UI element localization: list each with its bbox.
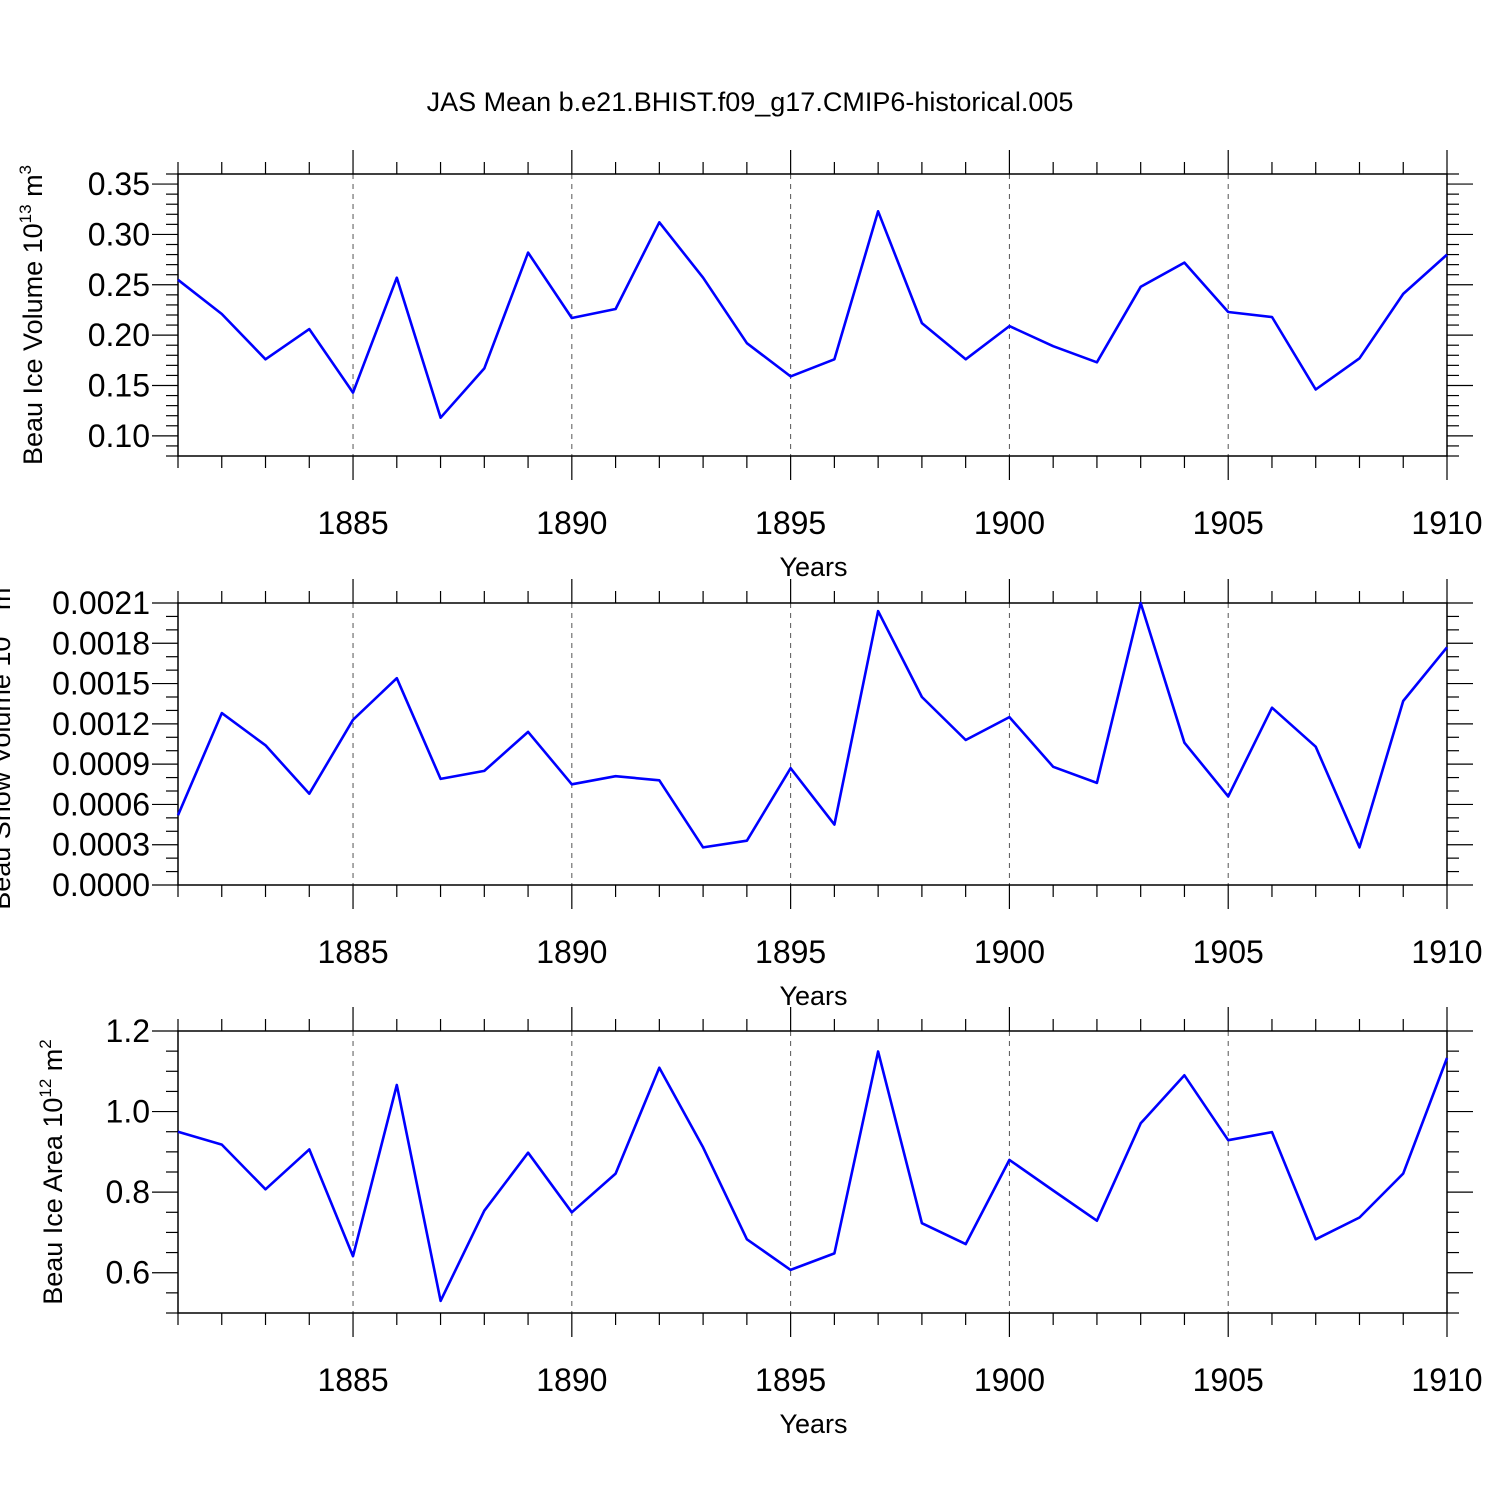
x-tick-label: 1910 (1411, 505, 1482, 541)
y-axis-title: Beau Ice Area 1012 m2 (36, 1039, 68, 1305)
x-tick-label: 1895 (755, 934, 826, 970)
x-tick-label: 1890 (536, 934, 607, 970)
x-tick-label: 1900 (974, 1362, 1045, 1398)
x-tick-label: 1900 (974, 505, 1045, 541)
y-axis-title-exponent: 13 (0, 618, 3, 637)
plot-frame (177, 1030, 1448, 1314)
x-tick-label: 1905 (1193, 505, 1264, 541)
y-axis-title-text: Beau Ice Area 10 (38, 1098, 68, 1305)
x-tick-label: 1885 (317, 1362, 388, 1398)
x-tick-label: 1910 (1411, 1362, 1482, 1398)
y-axis-title-exponent: 13 (16, 204, 35, 223)
y-axis-title-unit: m (0, 588, 16, 618)
figure-title: JAS Mean b.e21.BHIST.f09_g17.CMIP6-histo… (427, 87, 1074, 117)
y-tick-label: 0.10 (88, 418, 150, 454)
y-tick-label: 0.20 (88, 317, 150, 353)
y-tick-label: 0.35 (88, 166, 150, 202)
y-tick-label: 0.0015 (52, 666, 150, 702)
x-tick-label: 1900 (974, 934, 1045, 970)
x-axis-title: Years (779, 552, 847, 582)
series-line (177, 210, 1448, 420)
x-tick-label: 1885 (317, 505, 388, 541)
x-tick-label: 1890 (536, 505, 607, 541)
plot-frame (177, 602, 1448, 886)
x-axis-title: Years (779, 1409, 847, 1439)
y-tick-label: 0.0009 (52, 746, 150, 782)
x-tick-label: 1905 (1193, 1362, 1264, 1398)
x-tick-label: 1895 (755, 1362, 826, 1398)
y-axis-title: Beau Ice Volume 1013 m3 (16, 165, 48, 465)
x-tick-label: 1910 (1411, 934, 1482, 970)
y-tick-label: 0.25 (88, 267, 150, 303)
chart-panel-2: 1885 1890 1895 1900 1905 1910 0.0000 0.0003 0.00… (0, 578, 1483, 1011)
y-tick-label: 0.0006 (52, 786, 150, 822)
y-tick-label: 0.15 (88, 368, 150, 404)
panels-group: 1885 1890 1895 1900 1905 1910 0.10 0.15 0.20 0.25… (0, 150, 1483, 1439)
series-line (177, 1050, 1449, 1303)
y-axis-title-unit: m (18, 174, 48, 204)
x-tick-label: 1895 (755, 505, 826, 541)
y-axis-title-exponent: 12 (36, 1079, 55, 1098)
x-tick-label: 1890 (536, 1362, 607, 1398)
y-tick-label: 0.0012 (52, 706, 150, 742)
y-tick-label: 0.30 (88, 216, 150, 252)
y-tick-label: 0.0021 (52, 585, 150, 621)
y-tick-label: 0.0000 (52, 867, 150, 903)
x-tick-label: 1905 (1193, 934, 1264, 970)
y-tick-label: 0.0003 (52, 827, 150, 863)
chart-panel-3: 1885 1890 1895 1900 1905 1910 0.6 0.8 1.0 1.2 Year… (36, 1007, 1483, 1439)
x-tick-label: 1885 (317, 934, 388, 970)
y-axis-title-unit-exponent: 3 (16, 165, 35, 174)
y-tick-label: 0.6 (106, 1255, 150, 1291)
y-axis-title-unit-exponent: 2 (36, 1039, 55, 1048)
x-axis-title: Years (779, 981, 847, 1011)
chart-panel-1: 1885 1890 1895 1900 1905 1910 0.10 0.15 0.20 0.25… (16, 150, 1483, 582)
y-axis-title-text: Beau Snow Volume 10 (0, 637, 16, 910)
y-axis-title-text: Beau Ice Volume 10 (18, 223, 48, 465)
y-tick-label: 0.8 (106, 1174, 150, 1210)
y-tick-label: 1.2 (106, 1013, 150, 1049)
y-axis-title: Beau Snow Volume 1013 m3 (0, 578, 16, 910)
y-tick-label: 0.0018 (52, 625, 150, 661)
y-axis-title-unit: m (38, 1049, 68, 1079)
y-axis-title-unit-exponent: 3 (0, 578, 3, 587)
series-line (176, 601, 1449, 849)
y-tick-label: 1.0 (106, 1094, 150, 1130)
